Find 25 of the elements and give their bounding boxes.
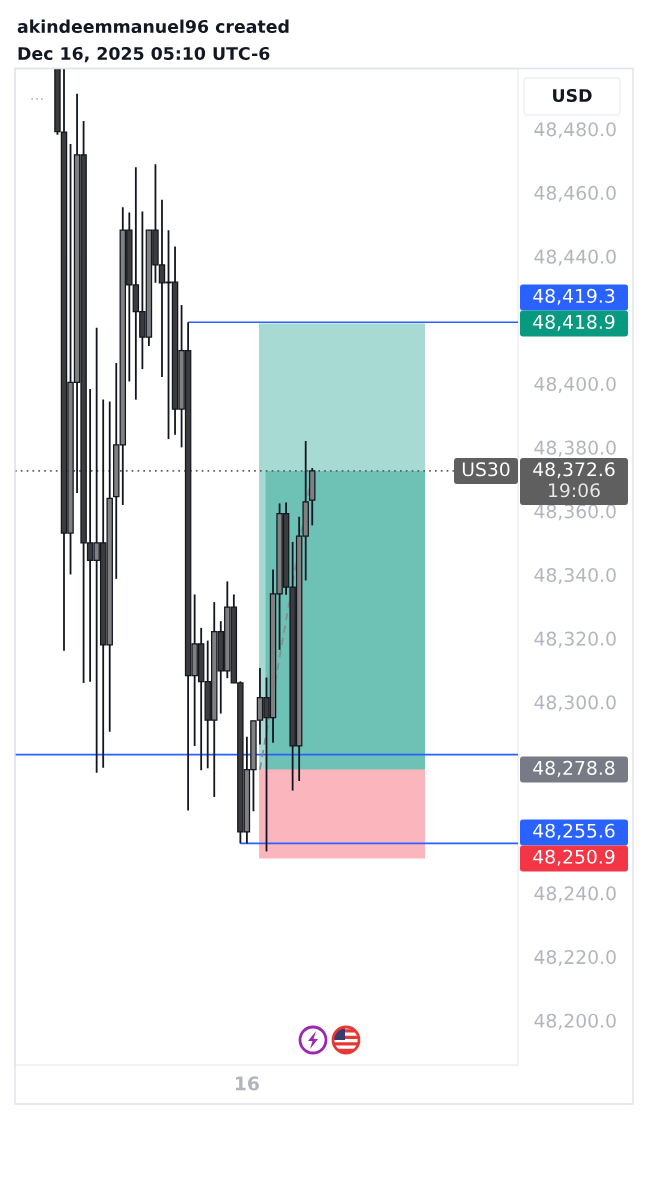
y-tick-label: 48,360.0 xyxy=(534,504,616,521)
y-tick-label: 48,340.0 xyxy=(534,567,616,585)
y-tick-label: 48,480.0 xyxy=(534,122,616,139)
text: 48,278.8 xyxy=(533,760,615,777)
y-tick-label: 48,240.0 xyxy=(534,886,616,903)
y-tick-label: 48,380.0 xyxy=(534,440,616,457)
y-tick-label: 48,400.0 xyxy=(534,376,616,393)
chart-title: akindeemmanuel96 created xyxy=(17,19,289,34)
annotation: ··· xyxy=(31,97,43,100)
text: 48,250.9 xyxy=(533,849,615,866)
ref-line-label: 48,419.3 xyxy=(533,288,615,305)
text: USD xyxy=(553,88,592,103)
y-tick-label: 48,320.0 xyxy=(534,631,616,648)
y-tick-label: 48,220.0 xyxy=(534,949,616,967)
y-tick-label: 48,300.0 xyxy=(534,695,616,712)
text: 48,418.9 xyxy=(533,314,615,331)
y-tick-label: 48,460.0 xyxy=(534,185,616,202)
ref-line-label: 48,255.6 xyxy=(533,823,615,840)
ref-line-label: 48,372.6 xyxy=(533,462,615,479)
text: 19:06 xyxy=(549,483,600,498)
annotation: US30 xyxy=(462,462,510,477)
y-tick-label: 48,440.0 xyxy=(534,249,616,266)
y-tick-label: 48,200.0 xyxy=(534,1013,616,1030)
chart-subtitle: Dec 16, 2025 05:10 UTC-6 xyxy=(18,46,270,63)
x-tick-label: 16 xyxy=(235,1076,259,1091)
